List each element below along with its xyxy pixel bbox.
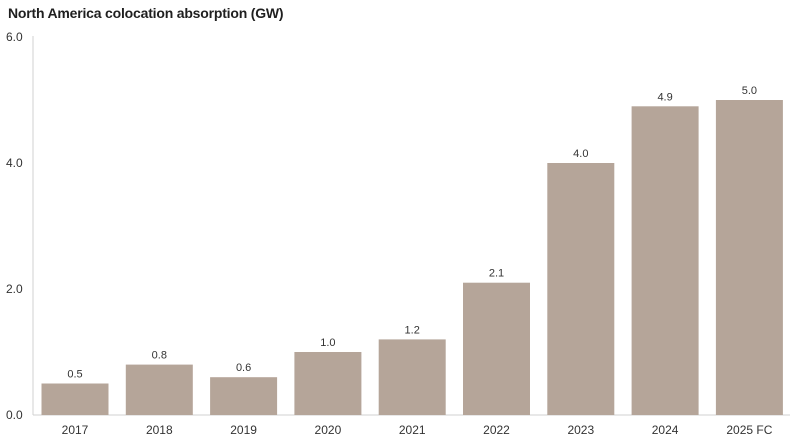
bar xyxy=(463,282,530,415)
x-tick-label: 2024 xyxy=(652,423,679,437)
y-tick-label: 2.0 xyxy=(6,282,23,296)
data-label: 4.0 xyxy=(573,148,588,160)
x-tick-label: 2017 xyxy=(62,423,89,437)
data-label: 1.0 xyxy=(320,337,335,349)
bar xyxy=(547,163,615,415)
y-tick-label: 0.0 xyxy=(6,408,23,422)
bar xyxy=(378,339,446,415)
data-label: 0.6 xyxy=(236,362,251,374)
bar xyxy=(294,352,362,415)
x-tick-label: 2021 xyxy=(399,423,426,437)
x-tick-label: 2018 xyxy=(146,423,173,437)
bar xyxy=(41,383,109,415)
x-tick-label: 2022 xyxy=(483,423,510,437)
data-label: 1.2 xyxy=(405,324,420,336)
bar xyxy=(715,100,783,415)
x-tick-label: 2023 xyxy=(567,423,594,437)
x-tick-label: 2019 xyxy=(230,423,257,437)
chart-title: North America colocation absorption (GW) xyxy=(8,5,284,21)
bar xyxy=(210,377,278,415)
x-tick-label: 2020 xyxy=(315,423,342,437)
bar xyxy=(631,106,699,416)
data-label: 5.0 xyxy=(742,85,757,97)
data-label: 2.1 xyxy=(489,268,504,280)
y-tick-label: 4.0 xyxy=(6,156,23,170)
bar xyxy=(125,364,193,415)
data-label: 0.5 xyxy=(67,369,82,381)
data-label: 0.8 xyxy=(152,350,167,362)
y-tick-label: 6.0 xyxy=(6,30,23,44)
x-tick-label: 2025 FC xyxy=(726,423,772,437)
data-label: 4.9 xyxy=(657,91,672,103)
